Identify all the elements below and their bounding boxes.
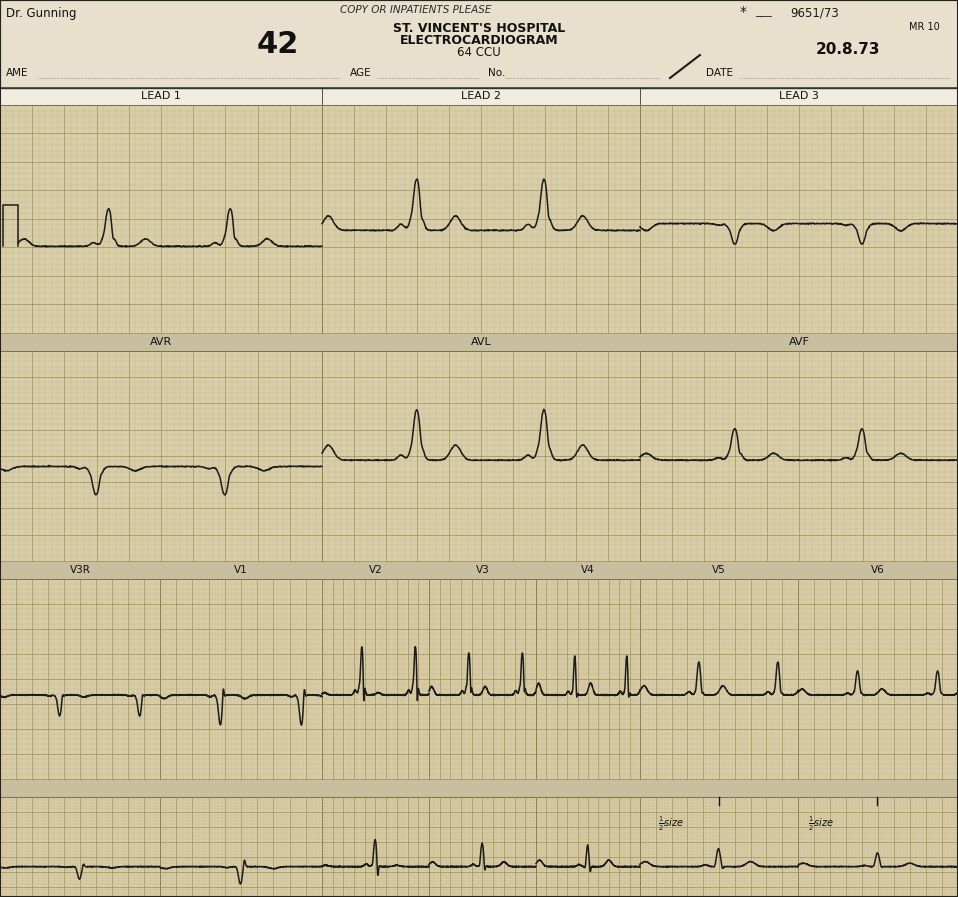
Bar	[322, 797, 429, 897]
Text: AVL: AVL	[470, 337, 491, 347]
Text: LEAD 1: LEAD 1	[141, 91, 181, 101]
Bar	[640, 87, 958, 105]
Bar	[0, 333, 958, 351]
Text: LEAD 3: LEAD 3	[779, 91, 819, 101]
Text: V3R: V3R	[70, 565, 90, 575]
Bar	[160, 797, 322, 897]
Text: V4: V4	[582, 565, 595, 575]
Text: *: *	[740, 5, 747, 19]
Text: AVR: AVR	[149, 337, 172, 347]
Text: 9651/73: 9651/73	[790, 7, 839, 20]
Bar	[640, 105, 958, 333]
Bar	[798, 579, 958, 779]
Bar	[640, 797, 798, 897]
Text: Dr. Gunning: Dr. Gunning	[6, 7, 77, 20]
Bar	[640, 579, 798, 779]
Text: AVF: AVF	[788, 337, 810, 347]
Bar	[322, 87, 640, 105]
Text: LEAD 2: LEAD 2	[461, 91, 501, 101]
Text: ___: ___	[755, 7, 772, 17]
Bar	[536, 579, 640, 779]
Text: $\frac{1}{2}$size: $\frac{1}{2}$size	[808, 815, 834, 833]
Text: 20.8.73: 20.8.73	[816, 42, 880, 57]
Bar	[0, 0, 958, 88]
Bar	[0, 351, 322, 561]
Text: AME: AME	[6, 68, 29, 78]
Bar	[0, 579, 160, 779]
Text: V2: V2	[369, 565, 382, 575]
Text: COPY OR INPATIENTS PLEASE: COPY OR INPATIENTS PLEASE	[340, 5, 491, 15]
Text: $\frac{1}{2}$size: $\frac{1}{2}$size	[658, 815, 684, 833]
Bar	[322, 105, 640, 333]
Bar	[536, 797, 640, 897]
Text: No.: No.	[488, 68, 506, 78]
Bar	[0, 105, 322, 333]
Text: ST. VINCENT'S HOSPITAL: ST. VINCENT'S HOSPITAL	[393, 22, 565, 35]
Text: DATE: DATE	[706, 68, 733, 78]
Text: V5: V5	[712, 565, 726, 575]
Text: ELECTROCARDIOGRAM: ELECTROCARDIOGRAM	[399, 34, 559, 47]
Bar	[160, 579, 322, 779]
Bar	[322, 351, 640, 561]
Bar	[322, 579, 429, 779]
Text: V3: V3	[475, 565, 490, 575]
Bar	[429, 579, 536, 779]
Text: 64 CCU: 64 CCU	[457, 46, 501, 59]
Bar	[0, 87, 322, 105]
Bar	[0, 561, 958, 579]
Bar	[429, 797, 536, 897]
Text: V6: V6	[871, 565, 885, 575]
Bar	[640, 351, 958, 561]
Text: V1: V1	[234, 565, 248, 575]
Text: AGE: AGE	[350, 68, 372, 78]
Bar	[0, 797, 160, 897]
Text: 42: 42	[257, 30, 299, 59]
Bar	[798, 797, 958, 897]
Text: MR 10: MR 10	[909, 22, 940, 32]
Bar	[0, 779, 958, 797]
